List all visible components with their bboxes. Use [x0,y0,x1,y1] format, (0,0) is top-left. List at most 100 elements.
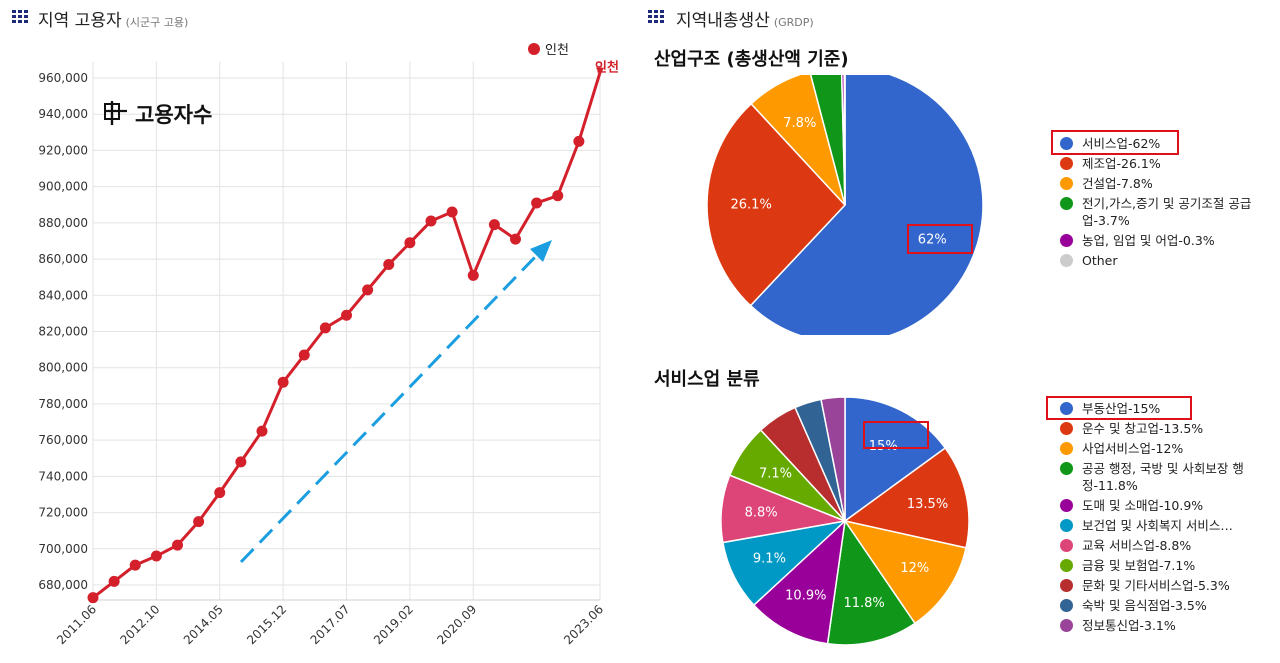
legend-item[interactable]: 도매 및 소매업-10.9% [1056,497,1257,514]
legend-item[interactable]: 문화 및 기타서비스업-5.3% [1056,577,1257,594]
section-title-grdp: 지역내총생산 (GRDP) [676,6,814,31]
y-tick-label: 740,000 [38,469,88,483]
pie-slice[interactable] [752,519,847,645]
legend-item[interactable]: 숙박 및 음식점업-3.5% [1056,597,1257,614]
legend-item[interactable]: 공공 행정, 국방 및 사회보장 행정-11.8% [1056,460,1257,494]
highlight-box [1051,130,1179,155]
data-point[interactable] [467,269,479,281]
data-point[interactable] [573,135,585,147]
chart-grid [92,62,601,601]
x-tick-label: 2019.02 [371,602,416,647]
pie-slice[interactable] [843,519,967,625]
pie-slice[interactable] [809,75,846,206]
legend-dot [528,43,540,55]
data-point[interactable] [193,516,205,528]
data-point[interactable] [596,67,604,76]
data-point[interactable] [129,559,141,571]
data-point[interactable] [510,233,521,245]
legend-item[interactable]: 금융 및 보험업-7.1% [1056,557,1257,574]
x-axis-ticks: 2011.06 2012.10 2014.05 2015.12 2017.07 2019.… [54,602,606,647]
grid-menu-icon [12,10,30,24]
legend-dot [1060,422,1073,435]
pie-slice[interactable] [826,518,917,646]
y-tick-label: 880,000 [38,216,88,230]
pie-slice[interactable] [750,75,846,206]
data-point[interactable] [298,349,310,361]
pie-slice[interactable] [843,75,846,206]
data-point[interactable] [552,190,564,202]
y-tick-label: 780,000 [38,397,88,411]
y-tick-label: 940,000 [38,107,88,121]
data-point[interactable] [256,425,268,437]
data-point[interactable] [383,259,395,271]
pie-slice[interactable] [844,396,947,523]
y-tick-label: 820,000 [38,325,88,339]
pie-slice-label: 8.8% [745,505,778,520]
legend-item[interactable]: 교육 서비스업-8.8% [1056,537,1257,554]
data-point[interactable] [446,206,458,218]
section-title-text: 지역 고용자 [38,11,122,31]
data-point[interactable] [277,376,289,388]
legend-item[interactable]: 제조업-26.1% [1056,155,1257,172]
legend-dot [1060,599,1073,612]
x-tick-label: 2020.09 [434,602,479,647]
data-point[interactable] [150,550,162,562]
legend-dot [1060,157,1073,170]
trend-arrow-line [239,252,540,564]
y-tick-label: 840,000 [38,288,88,302]
data-point[interactable] [172,539,183,551]
highlight-box [907,224,973,254]
pie-slice[interactable] [706,102,847,307]
legend-dot [1060,579,1073,592]
industry-legend: 서비스업-62% 제조업-26.1% 건설업-7.8% 전기,가스,증기 및 공기조절… [1056,135,1257,272]
data-point[interactable] [87,592,99,604]
legend-item[interactable]: 전기,가스,증기 및 공기조절 공급업-3.7% [1056,195,1257,229]
legend-dot [1060,619,1073,632]
data-point[interactable] [362,284,374,296]
legend-item[interactable]: 운수 및 창고업-13.5% [1056,420,1257,437]
trend-arrow-head [530,240,552,262]
pie-slice-label: 15% [869,439,898,454]
x-tick-label: 2015.12 [244,602,289,647]
legend-dot [1060,462,1073,475]
pie-slice[interactable] [843,446,970,549]
legend-label: 문화 및 기타서비스업-5.3% [1082,578,1230,593]
data-point[interactable] [319,322,331,334]
data-point[interactable] [531,197,543,209]
legend-item[interactable]: 농업, 임업 및 어업-0.3% [1056,232,1257,249]
data-point[interactable] [214,487,226,499]
pie-slice[interactable] [820,396,846,522]
legend-dot [1060,137,1073,150]
y-tick-label: 860,000 [38,252,88,266]
pie-slice-label: 10.9% [785,589,826,604]
y-tick-label: 760,000 [38,433,88,447]
legend-label: 교육 서비스업-8.8% [1082,538,1192,553]
legend-label[interactable]: 인천 [545,43,569,58]
data-point[interactable] [425,215,437,227]
data-point[interactable] [235,456,247,468]
y-tick-label: 680,000 [38,578,88,592]
legend-label: Other [1082,253,1118,268]
legend-item[interactable]: 보건업 및 사회복지 서비스… [1056,517,1257,534]
legend-item[interactable]: 정보통신업-3.1% [1056,617,1257,634]
service-industry-pie: 15% 13.5% 12% 11.8% 10.9% 9.1% 8.8% 7.1% [720,396,970,646]
legend-dot [1060,442,1073,455]
legend-item[interactable]: 부동산업-15% [1056,400,1257,417]
grid-menu-icon [648,10,666,24]
legend-item[interactable]: 서비스업-62% [1056,135,1257,152]
legend-dot [1060,539,1073,552]
legend-dot [1060,234,1073,247]
data-point[interactable] [341,309,352,321]
data-point[interactable] [108,575,120,587]
y-tick-label: 800,000 [38,361,88,375]
data-point[interactable] [488,219,500,231]
legend-dot [1060,402,1073,415]
legend-item[interactable]: 사업서비스업-12% [1056,440,1257,457]
pie-slice[interactable] [749,75,984,335]
legend-dot [1060,519,1073,532]
legend-item[interactable]: Other [1056,252,1257,269]
data-point[interactable] [404,237,416,249]
pie-slice-label: 9.1% [753,551,786,566]
legend-item[interactable]: 건설업-7.8% [1056,175,1257,192]
legend-dot [1060,197,1073,210]
